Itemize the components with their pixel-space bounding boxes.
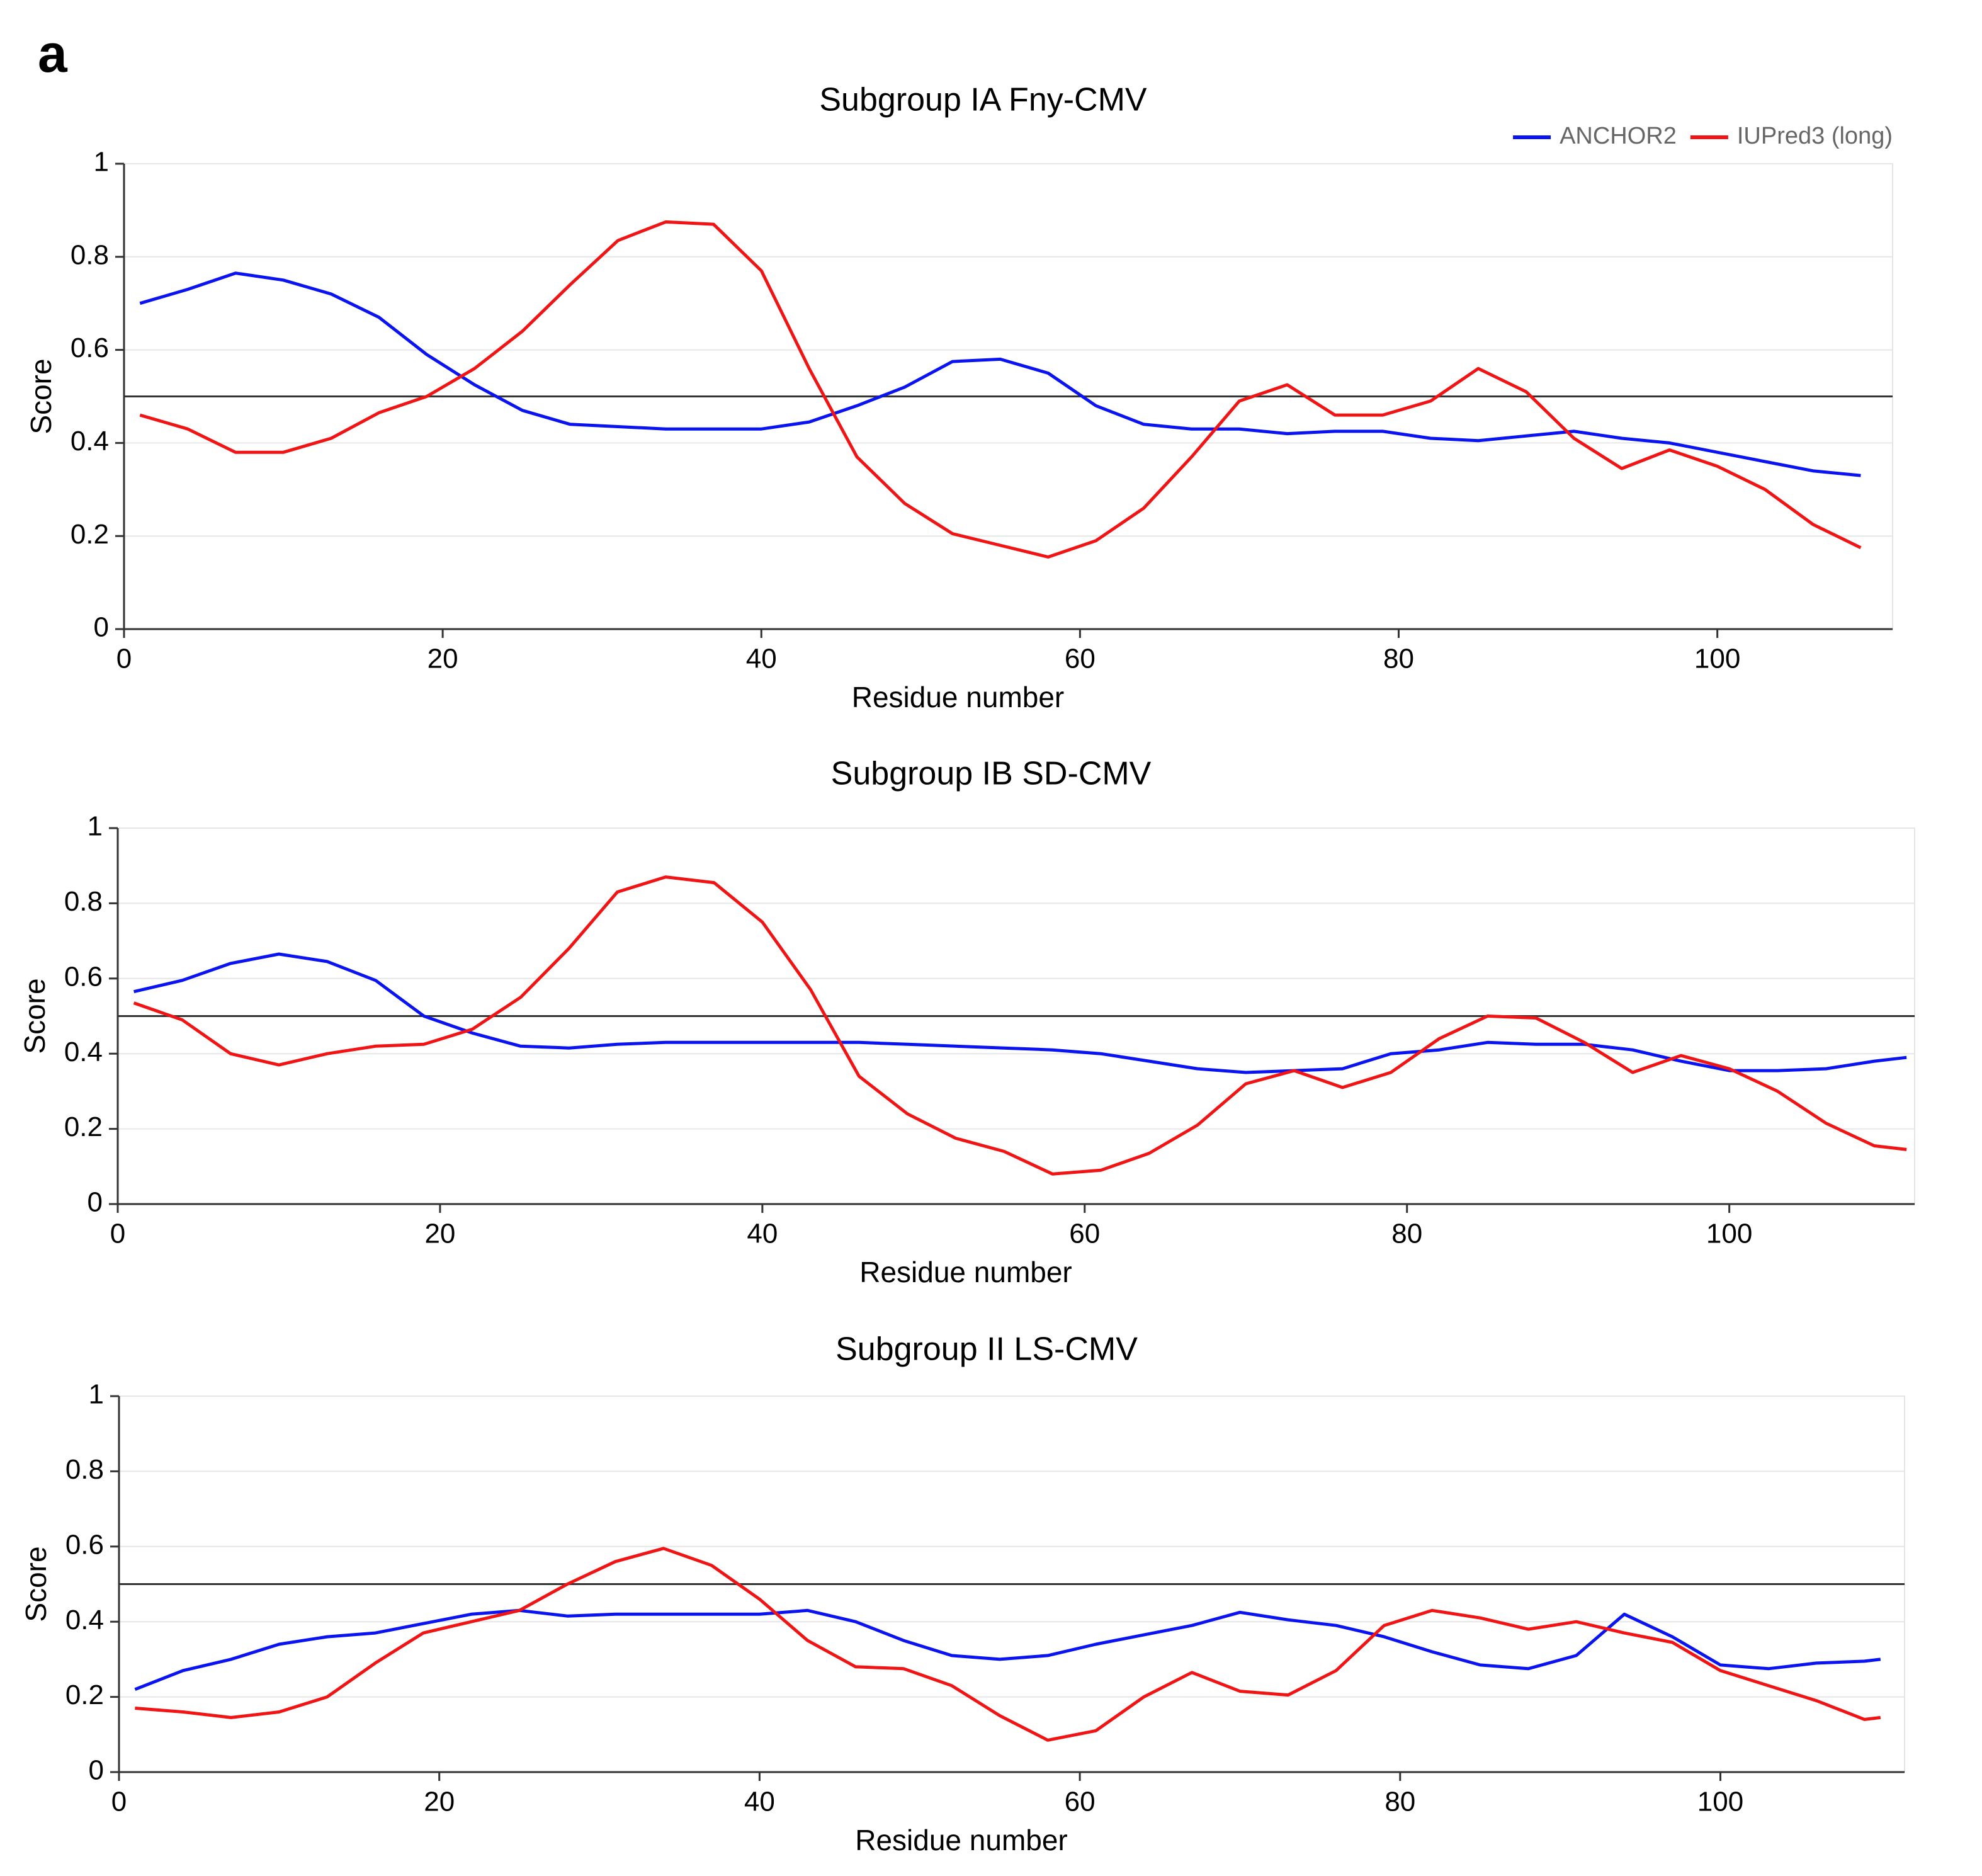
y-tick-label: 0: [89, 1755, 104, 1786]
y-tick-label: 0.4: [64, 1037, 103, 1067]
y-tick-label: 0.6: [65, 1529, 104, 1560]
y-tick-label: 0.8: [65, 1454, 104, 1485]
y-axis-title: Score: [18, 978, 51, 1054]
series-line: [135, 1547, 1881, 1742]
x-tick-label: 100: [1706, 1219, 1752, 1249]
x-axis-title: Residue number: [859, 1256, 1072, 1288]
y-axis-title: Score: [25, 358, 57, 434]
y-tick-label: 0.8: [71, 239, 109, 270]
x-tick-label: 80: [1383, 644, 1414, 674]
series-line: [139, 220, 1862, 559]
x-tick-label: 0: [116, 644, 132, 674]
y-tick-label: 0.8: [64, 886, 103, 917]
series-line: [133, 952, 1907, 1074]
x-tick-label: 40: [746, 644, 777, 674]
series-line: [139, 271, 1861, 477]
y-tick-label: 1: [88, 811, 103, 842]
chart-title: Subgroup IB SD-CMV: [831, 756, 1152, 792]
y-tick-label: 0: [94, 612, 109, 643]
y-axis-title: Score: [20, 1546, 52, 1622]
y-tick-label: 0: [88, 1187, 103, 1218]
series-line: [133, 875, 1907, 1176]
x-tick-label: 60: [1065, 644, 1096, 674]
x-tick-label: 20: [424, 1787, 455, 1817]
x-tick-label: 60: [1065, 1787, 1096, 1817]
chart-title: Subgroup IA Fny-CMV: [819, 82, 1147, 118]
series-line: [134, 1608, 1881, 1691]
x-tick-label: 0: [111, 1787, 127, 1817]
y-tick-label: 0.2: [71, 519, 109, 550]
y-tick-label: 0.2: [65, 1680, 104, 1710]
legend-label: IUPred3 (long): [1737, 123, 1893, 149]
x-tick-label: 40: [747, 1219, 778, 1249]
y-tick-label: 1: [94, 147, 109, 178]
x-axis-title: Residue number: [852, 681, 1065, 713]
x-tick-label: 100: [1697, 1787, 1743, 1817]
y-tick-label: 0.6: [71, 333, 109, 363]
x-tick-label: 20: [424, 1219, 455, 1249]
x-tick-label: 0: [110, 1219, 125, 1249]
x-tick-label: 80: [1385, 1787, 1415, 1817]
x-tick-label: 80: [1391, 1219, 1422, 1249]
y-tick-label: 0.6: [64, 961, 103, 992]
chart-title: Subgroup II LS-CMV: [835, 1331, 1138, 1368]
x-tick-label: 60: [1069, 1219, 1100, 1249]
y-tick-label: 0.4: [65, 1605, 104, 1635]
y-tick-label: 0.4: [71, 426, 109, 457]
y-tick-label: 1: [89, 1379, 104, 1410]
y-tick-label: 0.2: [64, 1111, 103, 1142]
x-tick-label: 100: [1694, 644, 1740, 674]
x-tick-label: 40: [744, 1787, 775, 1817]
x-tick-label: 20: [428, 644, 458, 674]
x-axis-title: Residue number: [855, 1824, 1068, 1856]
panel-label: a: [38, 24, 68, 83]
legend-label: ANCHOR2: [1560, 123, 1677, 149]
